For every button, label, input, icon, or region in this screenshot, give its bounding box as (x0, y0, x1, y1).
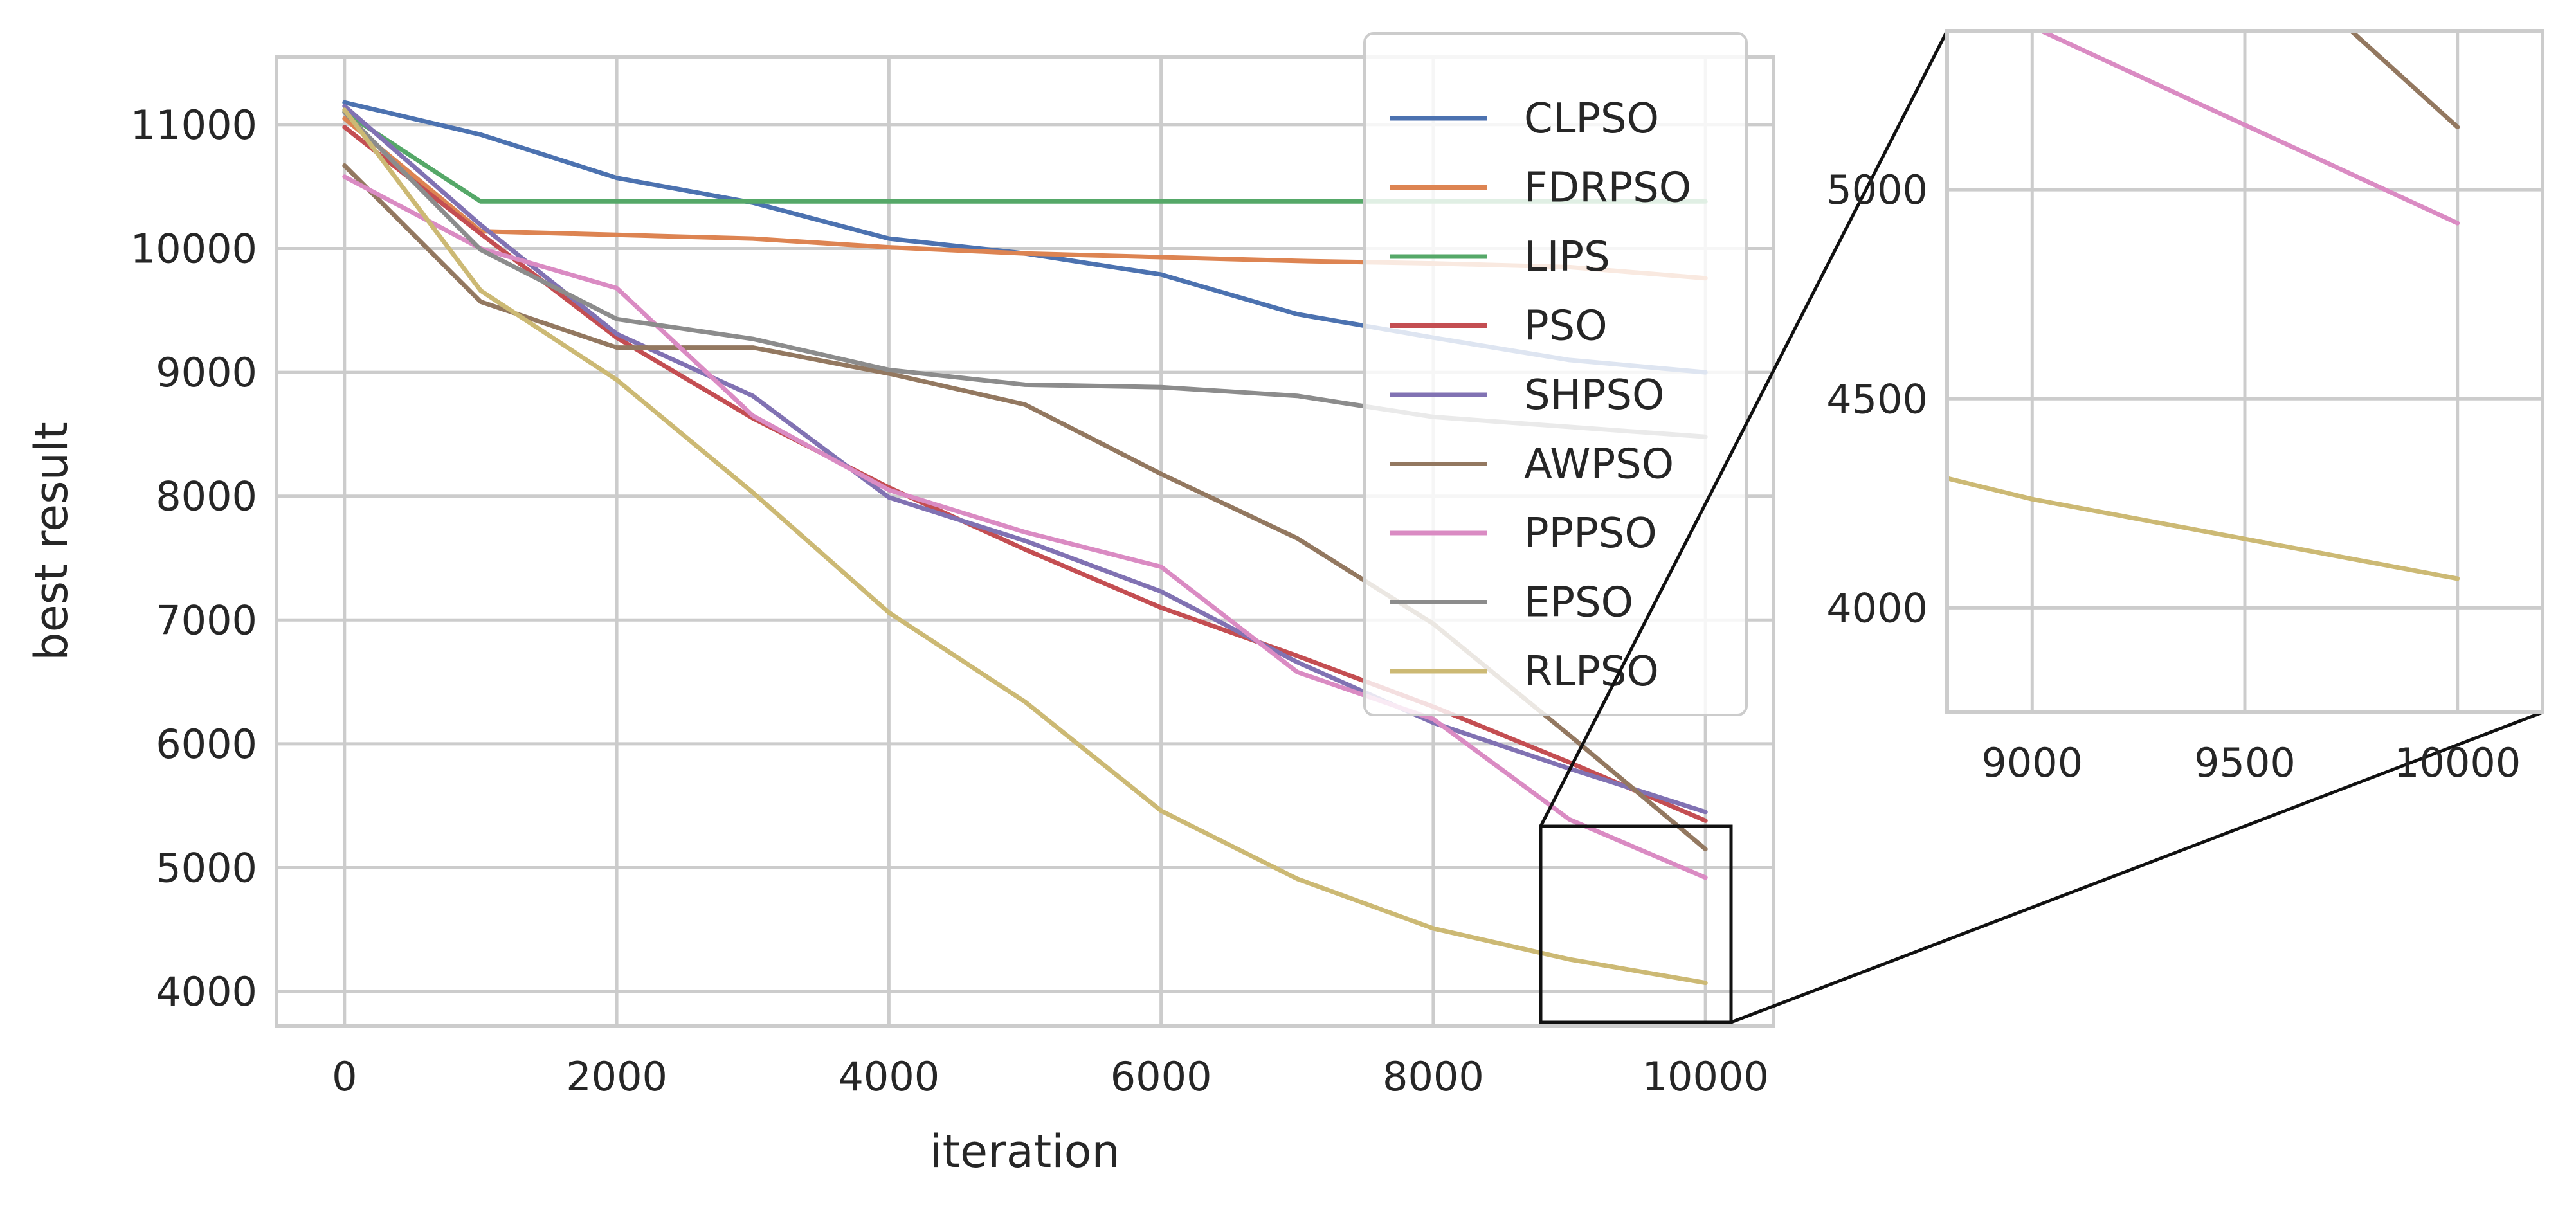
legend-label-clpso: CLPSO (1524, 95, 1659, 143)
legend-label-pppso: PPPSO (1524, 510, 1657, 557)
main-x-tick-label: 0 (332, 1053, 357, 1100)
zoom-connector-top (1539, 30, 1949, 828)
main-series-rlpso (342, 107, 1708, 986)
main-y-tick-label: 4000 (156, 968, 257, 1015)
inset-x-tick-label: 10000 (2394, 739, 2521, 786)
legend-label-shpso: SHPSO (1524, 372, 1664, 419)
main-plot-frame (275, 55, 1775, 1028)
inset-plot-frame (1945, 29, 2544, 714)
inset-y-tick-label: 5000 (1826, 167, 1928, 213)
legend-items: CLPSO FDRPSO LIPS PSO SHPSO AWPSO PPPSO EPSO RLP… (1390, 95, 1691, 696)
legend: CLPSO FDRPSO LIPS PSO SHPSO AWPSO PPPSO EPSO RLP… (1363, 32, 1748, 716)
main-series-pppso (342, 174, 1708, 880)
main-y-tick-label: 11000 (131, 102, 257, 149)
inset-plot: 9000 9500 10000 4000 4500 5000 (1826, 29, 2544, 786)
main-x-tick-label: 4000 (838, 1053, 939, 1100)
main-series-pso (342, 125, 1708, 823)
inset-y-tick-label: 4000 (1826, 584, 1928, 631)
legend-box (1363, 32, 1748, 716)
zoom-region-box (1539, 824, 1733, 1024)
main-y-tick-label: 8000 (156, 473, 257, 520)
legend-label-lips: LIPS (1524, 233, 1610, 281)
main-x-tick-label: 8000 (1383, 1053, 1484, 1100)
main-x-tick-labels: 0 2000 4000 6000 8000 10000 (332, 1053, 1769, 1100)
main-y-tick-label: 7000 (156, 597, 257, 644)
inset-y-tick-label: 4500 (1826, 375, 1928, 422)
main-y-tick-label: 6000 (156, 721, 257, 768)
inset-x-tick-labels: 9000 9500 10000 (1981, 739, 2521, 786)
main-x-tick-label: 6000 (1111, 1053, 1212, 1100)
zoom-connector-bottom (1730, 710, 2543, 1024)
inset-x-tick-label: 9000 (1981, 739, 2083, 786)
main-y-tick-label: 5000 (156, 844, 257, 891)
inset-grid (1947, 31, 2543, 712)
inset-y-tick-labels: 4000 4500 5000 (1826, 167, 1928, 631)
main-y-tick-labels: 4000 5000 6000 7000 8000 9000 10000 11000 (131, 102, 257, 1015)
main-y-tick-label: 10000 (131, 226, 257, 273)
x-axis-label: iteration (930, 1125, 1120, 1178)
inset-x-tick-label: 9500 (2194, 739, 2296, 786)
main-y-tick-label: 9000 (156, 349, 257, 396)
main-plot: 0 2000 4000 6000 8000 10000 4000 5000 6000 7000 8… (25, 32, 1775, 1178)
y-axis-label: best result (25, 422, 78, 661)
legend-label-fdrpso: FDRPSO (1524, 165, 1691, 212)
legend-label-rlpso: RLPSO (1524, 648, 1659, 696)
legend-label-pso: PSO (1524, 303, 1608, 350)
main-x-tick-label: 10000 (1642, 1053, 1769, 1100)
legend-label-awpso: AWPSO (1524, 441, 1674, 489)
legend-label-epso: EPSO (1524, 579, 1633, 627)
main-x-tick-label: 2000 (566, 1053, 667, 1100)
